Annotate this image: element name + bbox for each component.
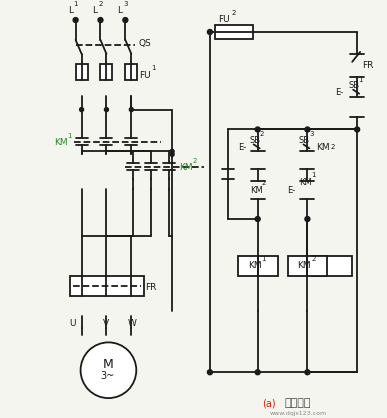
Circle shape (354, 127, 360, 132)
Text: 3: 3 (123, 1, 128, 7)
Bar (312, 256, 352, 276)
Circle shape (170, 153, 174, 156)
Circle shape (98, 18, 103, 23)
Text: 2: 2 (193, 158, 197, 164)
Text: 3: 3 (309, 131, 314, 138)
Text: 2: 2 (98, 1, 103, 7)
Circle shape (207, 370, 212, 375)
Circle shape (104, 107, 108, 112)
Text: 1: 1 (68, 133, 72, 140)
Bar (238, 256, 277, 276)
Text: 3~: 3~ (101, 371, 115, 381)
Text: L: L (117, 5, 122, 15)
Text: E-: E- (335, 88, 344, 97)
Text: SB: SB (298, 136, 310, 145)
Circle shape (255, 127, 260, 132)
Text: (a): (a) (262, 398, 275, 408)
Bar (101, 64, 112, 80)
Text: KM: KM (248, 261, 261, 270)
Bar (288, 256, 327, 276)
Text: KM: KM (250, 186, 262, 195)
Bar (70, 276, 144, 296)
Circle shape (305, 127, 310, 132)
Bar (215, 25, 253, 39)
Bar (125, 64, 137, 80)
Text: M: M (103, 358, 113, 371)
Text: 电工天下: 电工天下 (284, 398, 311, 408)
Text: L: L (68, 5, 73, 15)
Circle shape (207, 30, 212, 34)
Text: QS: QS (138, 39, 151, 48)
Text: SB: SB (250, 136, 261, 145)
Circle shape (129, 107, 133, 112)
Circle shape (123, 18, 128, 23)
Text: 2: 2 (330, 144, 335, 150)
Text: KM: KM (316, 143, 330, 152)
Text: U: U (70, 319, 76, 328)
Circle shape (305, 217, 310, 222)
Text: KM: KM (298, 261, 311, 270)
Text: KM: KM (179, 163, 193, 172)
Text: FR: FR (362, 61, 373, 70)
Text: KM: KM (54, 138, 67, 147)
Text: 1: 1 (358, 77, 363, 83)
Circle shape (73, 18, 78, 23)
Text: 1: 1 (312, 172, 316, 178)
Text: W: W (127, 319, 136, 328)
Text: FR: FR (145, 283, 157, 292)
Text: 1: 1 (262, 256, 266, 262)
Text: 1: 1 (151, 65, 156, 71)
Text: FU: FU (218, 15, 229, 23)
Text: E-: E- (238, 143, 246, 152)
Text: www.dqjs123.com: www.dqjs123.com (270, 410, 327, 415)
Text: 2: 2 (260, 131, 264, 138)
Circle shape (170, 149, 174, 153)
Text: V: V (103, 319, 109, 328)
Circle shape (255, 370, 260, 375)
Circle shape (305, 370, 310, 375)
Circle shape (80, 342, 136, 398)
Text: SB: SB (348, 81, 359, 90)
Bar (75, 64, 87, 80)
Text: E-: E- (288, 186, 296, 195)
Text: KM: KM (300, 178, 312, 187)
Text: 2: 2 (262, 180, 266, 186)
Circle shape (80, 107, 84, 112)
Text: 2: 2 (312, 256, 316, 262)
Circle shape (255, 217, 260, 222)
Text: FU: FU (139, 71, 151, 80)
Text: 2: 2 (232, 10, 236, 16)
Text: L: L (92, 5, 98, 15)
Text: 1: 1 (74, 1, 78, 7)
